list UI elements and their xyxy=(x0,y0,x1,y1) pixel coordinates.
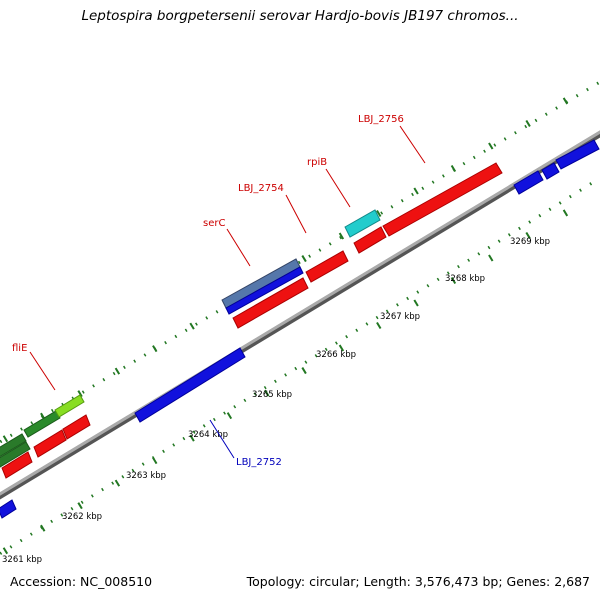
gene-red-d[interactable] xyxy=(232,277,309,329)
major-tick xyxy=(413,187,419,195)
map-title: Leptospira borgpetersenii serovar Hardjo… xyxy=(81,8,519,24)
genes xyxy=(0,139,600,519)
major-tick xyxy=(376,210,382,218)
major-tick xyxy=(40,524,46,532)
accession-text: Accession: NC_008510 xyxy=(10,574,153,589)
gene-label-flie[interactable]: fliE xyxy=(12,343,27,354)
major-tick xyxy=(450,164,457,173)
inner-dotted-track xyxy=(0,176,600,556)
gene-blue-r2[interactable] xyxy=(541,162,560,180)
gene-blue-r3[interactable] xyxy=(555,139,600,170)
major-tick xyxy=(264,389,270,397)
tick-label-3267: 3267 kbp xyxy=(380,312,420,322)
gene-lbj-2756[interactable] xyxy=(382,162,503,237)
major-tick xyxy=(488,142,494,150)
gene-green-3[interactable] xyxy=(0,441,31,473)
tick-label-3263: 3263 kbp xyxy=(126,471,166,481)
major-tick xyxy=(413,299,419,307)
gene-label-rpib[interactable]: rpiB xyxy=(307,157,327,168)
tick-label-3265: 3265 kbp xyxy=(252,390,292,400)
gene-lbj-2754[interactable] xyxy=(305,250,349,283)
outer-dotted-track xyxy=(0,80,600,444)
gene-label-lbj-2752[interactable]: LBJ_2752 xyxy=(236,457,282,468)
major-tick xyxy=(189,434,195,442)
gene-lbj-2752[interactable] xyxy=(134,347,246,423)
gene-rpib[interactable] xyxy=(344,209,381,238)
leader-lines xyxy=(29,125,426,459)
leader-lbj-2754 xyxy=(285,194,307,234)
gene-blue-left[interactable] xyxy=(0,499,17,519)
major-tick xyxy=(189,322,195,330)
major-tick xyxy=(152,457,158,465)
major-tick xyxy=(338,232,345,240)
gene-red-e[interactable] xyxy=(353,226,387,254)
gene-serc-blue[interactable] xyxy=(225,266,304,315)
gene-serc[interactable] xyxy=(221,258,301,309)
tick-label-3262: 3262 kbp xyxy=(62,512,102,522)
tick-label-3266: 3266 kbp xyxy=(316,350,356,360)
leader-serc xyxy=(226,228,251,267)
leader-lbj-2752 xyxy=(209,419,235,459)
tick-label-3261: 3261 kbp xyxy=(2,555,42,565)
gene-blue-r1[interactable] xyxy=(513,170,544,195)
gene-red-b[interactable] xyxy=(33,429,67,458)
major-tick xyxy=(450,276,457,285)
tick-label-3269: 3269 kbp xyxy=(510,237,550,247)
gene-red-a[interactable] xyxy=(1,451,33,479)
major-tick xyxy=(338,344,345,352)
gene-label-serc[interactable]: serC xyxy=(203,218,225,229)
leader-lbj-2756 xyxy=(399,125,426,164)
major-tick xyxy=(77,390,83,398)
major-tick xyxy=(114,479,121,487)
tick-labels: 3261 kbp 3262 kbp 3263 kbp 3264 kbp 3265… xyxy=(2,237,550,565)
major-tick xyxy=(525,119,531,127)
major-tick xyxy=(2,547,9,555)
major-tick xyxy=(562,97,569,105)
major-tick xyxy=(114,367,121,375)
leader-flie xyxy=(29,351,56,391)
gene-green-2[interactable] xyxy=(23,410,61,438)
major-tick xyxy=(2,435,9,443)
tick-label-3268: 3268 kbp xyxy=(445,274,485,284)
gene-label-lbj-2754[interactable]: LBJ_2754 xyxy=(238,183,284,194)
tick-label-3264: 3264 kbp xyxy=(188,430,228,440)
major-tick xyxy=(301,255,307,263)
gene-label-lbj-2756[interactable]: LBJ_2756 xyxy=(358,114,404,125)
gene-green-light[interactable] xyxy=(54,394,85,418)
major-tick xyxy=(562,209,569,217)
gene-green-1[interactable] xyxy=(0,433,27,460)
backbone xyxy=(0,130,600,496)
summary-text: Topology: circular; Length: 3,576,473 bp… xyxy=(246,574,590,589)
backbone-shadow xyxy=(0,130,600,500)
major-tick xyxy=(488,254,494,262)
major-tick xyxy=(301,367,307,375)
gene-labels: fliE serC LBJ_2754 rpiB LBJ_2756 LBJ_275… xyxy=(12,114,404,468)
major-tick xyxy=(376,322,382,330)
major-tick xyxy=(152,345,158,353)
gene-red-c[interactable] xyxy=(62,414,91,440)
major-tick xyxy=(226,412,233,420)
major-tick xyxy=(77,502,83,510)
leader-rpib xyxy=(325,168,351,208)
major-tick xyxy=(525,231,531,239)
